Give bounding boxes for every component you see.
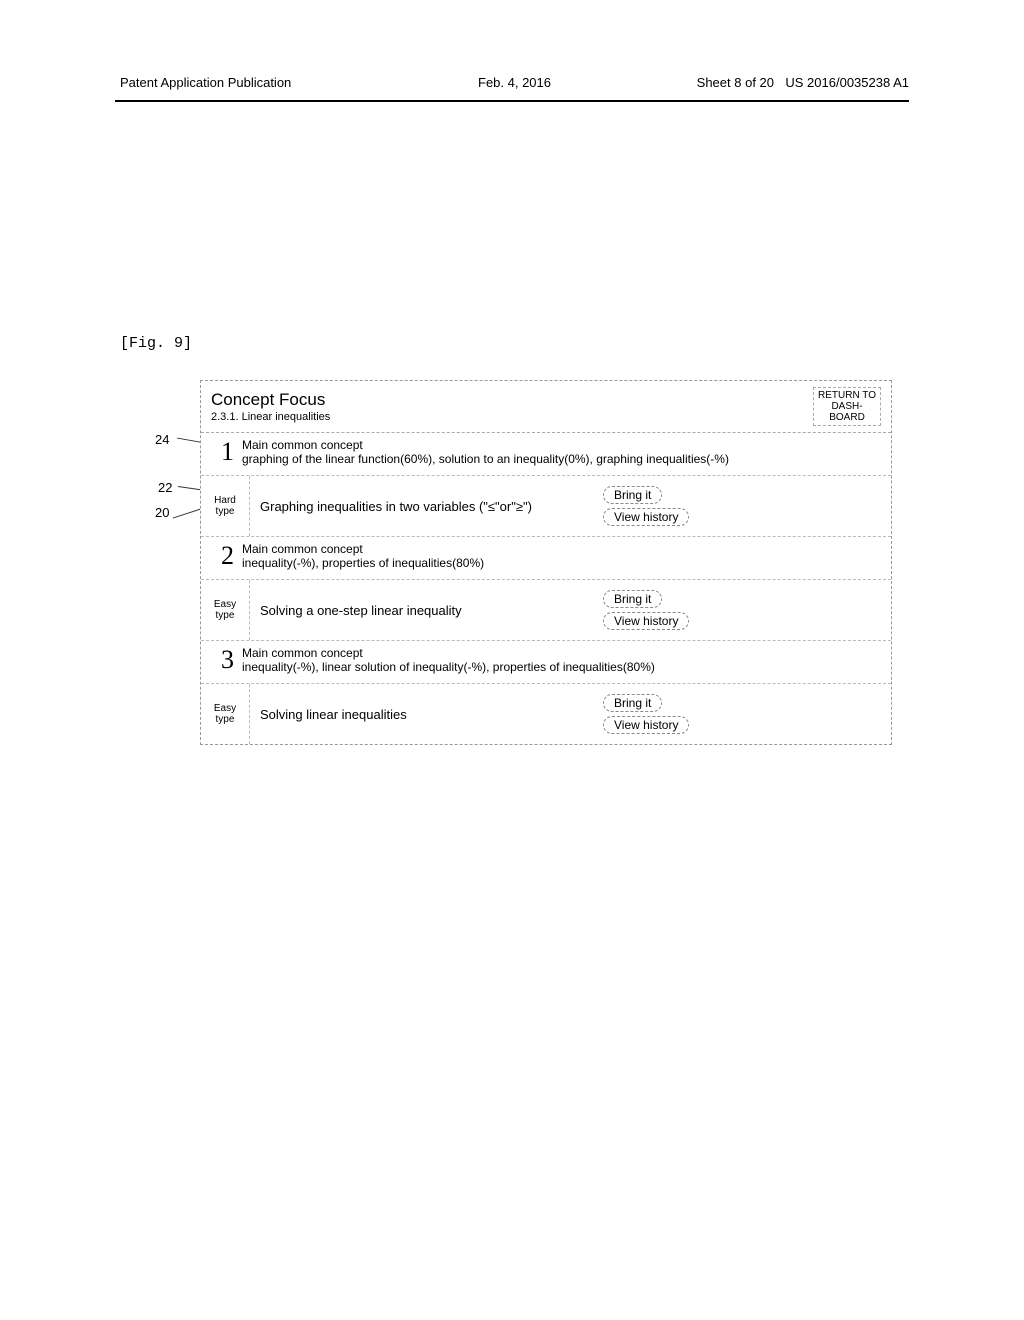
difficulty-badge: Easy type [201,580,250,640]
topic-row-3: Easy type Solving linear inequalities Br… [201,684,891,744]
view-history-button[interactable]: View history [603,612,689,630]
bring-it-button[interactable]: Bring it [603,486,662,504]
concept-detail: inequality(-%), properties of inequaliti… [242,556,484,570]
concept-number: 3 [221,645,234,675]
topic-title: Solving a one-step linear inequality [250,580,595,640]
refnum-20: 20 [155,505,169,520]
topic-title: Graphing inequalities in two variables (… [250,476,595,536]
panel-title-block: Concept Focus 2.3.1. Linear inequalities [211,390,330,423]
topic-actions: Bring it View history [595,684,891,744]
concept-header-1: 1 Main common concept graphing of the li… [201,433,891,476]
difficulty-badge: Easy type [201,684,250,744]
concept-label: Main common concept [242,542,484,556]
difficulty-badge: Hard type [201,476,250,536]
view-history-button[interactable]: View history [603,508,689,526]
topic-title: Solving linear inequalities [250,684,595,744]
topic-row-2: Easy type Solving a one-step linear ineq… [201,580,891,641]
panel-title: Concept Focus [211,390,330,410]
topic-actions: Bring it View history [595,580,891,640]
patent-header: Patent Application Publication Feb. 4, 2… [120,75,909,90]
view-history-button[interactable]: View history [603,716,689,734]
concept-focus-panel: Concept Focus 2.3.1. Linear inequalities… [200,380,892,745]
concept-detail: inequality(-%), linear solution of inequ… [242,660,655,674]
refnum-22: 22 [158,480,172,495]
header-left: Patent Application Publication [120,75,291,90]
header-rule [115,100,909,102]
concept-number: 2 [221,541,234,571]
panel-subtitle: 2.3.1. Linear inequalities [211,411,330,423]
header-sheet: Sheet 8 of 20 [697,75,774,90]
panel-header: Concept Focus 2.3.1. Linear inequalities… [201,381,891,433]
concept-detail: graphing of the linear function(60%), so… [242,452,729,466]
concept-text-block: Main common concept inequality(-%), line… [242,646,655,674]
concept-label: Main common concept [242,438,729,452]
concept-text-block: Main common concept graphing of the line… [242,438,729,466]
concept-text-block: Main common concept inequality(-%), prop… [242,542,484,570]
return-dashboard-button[interactable]: RETURN TO DASH- BOARD [813,387,881,426]
concept-header-3: 3 Main common concept inequality(-%), li… [201,641,891,684]
concept-label: Main common concept [242,646,655,660]
header-pubno: US 2016/0035238 A1 [785,75,909,90]
bring-it-button[interactable]: Bring it [603,694,662,712]
concept-number: 1 [221,437,234,467]
topic-actions: Bring it View history [595,476,891,536]
bring-it-button[interactable]: Bring it [603,590,662,608]
concept-header-2: 2 Main common concept inequality(-%), pr… [201,537,891,580]
header-date: Feb. 4, 2016 [478,75,551,90]
topic-row-1: Hard type Graphing inequalities in two v… [201,476,891,537]
refnum-24: 24 [155,432,169,447]
figure-label: [Fig. 9] [120,335,192,352]
